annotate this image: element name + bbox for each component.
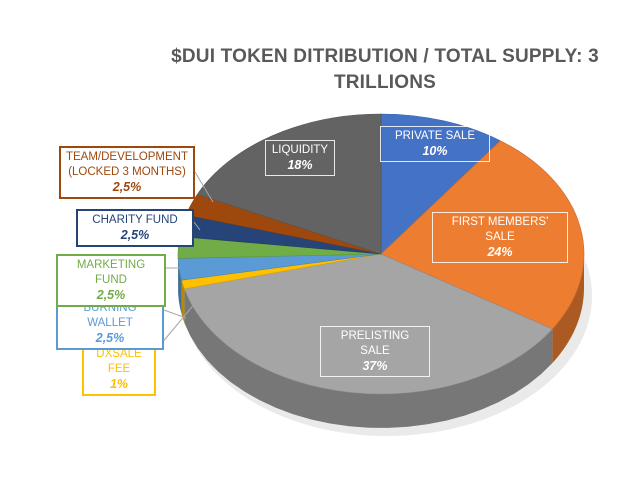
pie-side-2 xyxy=(184,288,553,428)
pie-slice-liquidity xyxy=(196,113,382,255)
label-private-sale: PRIVATE SALE 10% xyxy=(380,126,490,162)
pie-slice-first-members-sale xyxy=(380,140,585,330)
label-charity-fund: CHARITY FUND 2,5% xyxy=(76,209,194,247)
label-value-charity-fund: 2,5% xyxy=(120,228,150,242)
pie-slice-prelisting-sale xyxy=(183,253,553,395)
label-text-dxsale-fee: DXSALE FEE xyxy=(96,348,142,375)
label-text-team-development-locked-3-months: TEAM/DEVELOPMENT (LOCKED 3 MONTHS) xyxy=(65,151,189,178)
pie-slice-private-sale xyxy=(380,113,501,255)
chart-title: $DUI TOKEN DITRIBUTION / TOTAL SUPPLY: 3… xyxy=(171,46,599,93)
label-value-prelisting-sale: 37% xyxy=(362,359,388,373)
pie-side-4 xyxy=(178,258,182,315)
label-text-liquidity: LIQUIDITY xyxy=(271,144,329,156)
label-marketing-fund: MARKETING FUND 2,5% xyxy=(56,254,166,307)
label-text-prelisting-sale: PRELISTING SALE xyxy=(340,330,410,357)
label-liquidity: LIQUIDITY 18% xyxy=(265,140,335,176)
pie-side-3 xyxy=(181,280,185,323)
label-text-charity-fund: CHARITY FUND xyxy=(92,214,178,226)
label-value-burning-wallet: 2,5% xyxy=(95,331,125,345)
label-text-private-sale: PRIVATE SALE xyxy=(394,130,476,142)
label-text-marketing-fund: MARKETING FUND xyxy=(76,259,146,286)
label-value-first-members-sale: 24% xyxy=(487,245,513,259)
label-dxsale-fee: DXSALE FEE 1% xyxy=(82,343,156,396)
label-first-members-sale: FIRST MEMBERS' SALE 24% xyxy=(432,212,568,263)
leader-line-charity-fund xyxy=(193,221,201,231)
label-value-team-development-locked-3-months: 2,5% xyxy=(112,180,142,194)
leader-line-team-development-locked-3-months xyxy=(194,171,214,203)
label-team-development-locked-3-months: TEAM/DEVELOPMENT (LOCKED 3 MONTHS) 2,5% xyxy=(59,146,195,199)
label-value-dxsale-fee: 1% xyxy=(109,377,129,391)
label-prelisting-sale: PRELISTING SALE 37% xyxy=(320,326,430,377)
label-value-liquidity: 18% xyxy=(287,158,313,172)
leader-line-burning-wallet xyxy=(163,309,187,319)
label-text-first-members-sale: FIRST MEMBERS' SALE xyxy=(451,216,549,243)
label-value-marketing-fund: 2,5% xyxy=(96,288,126,302)
label-value-private-sale: 10% xyxy=(422,144,448,158)
